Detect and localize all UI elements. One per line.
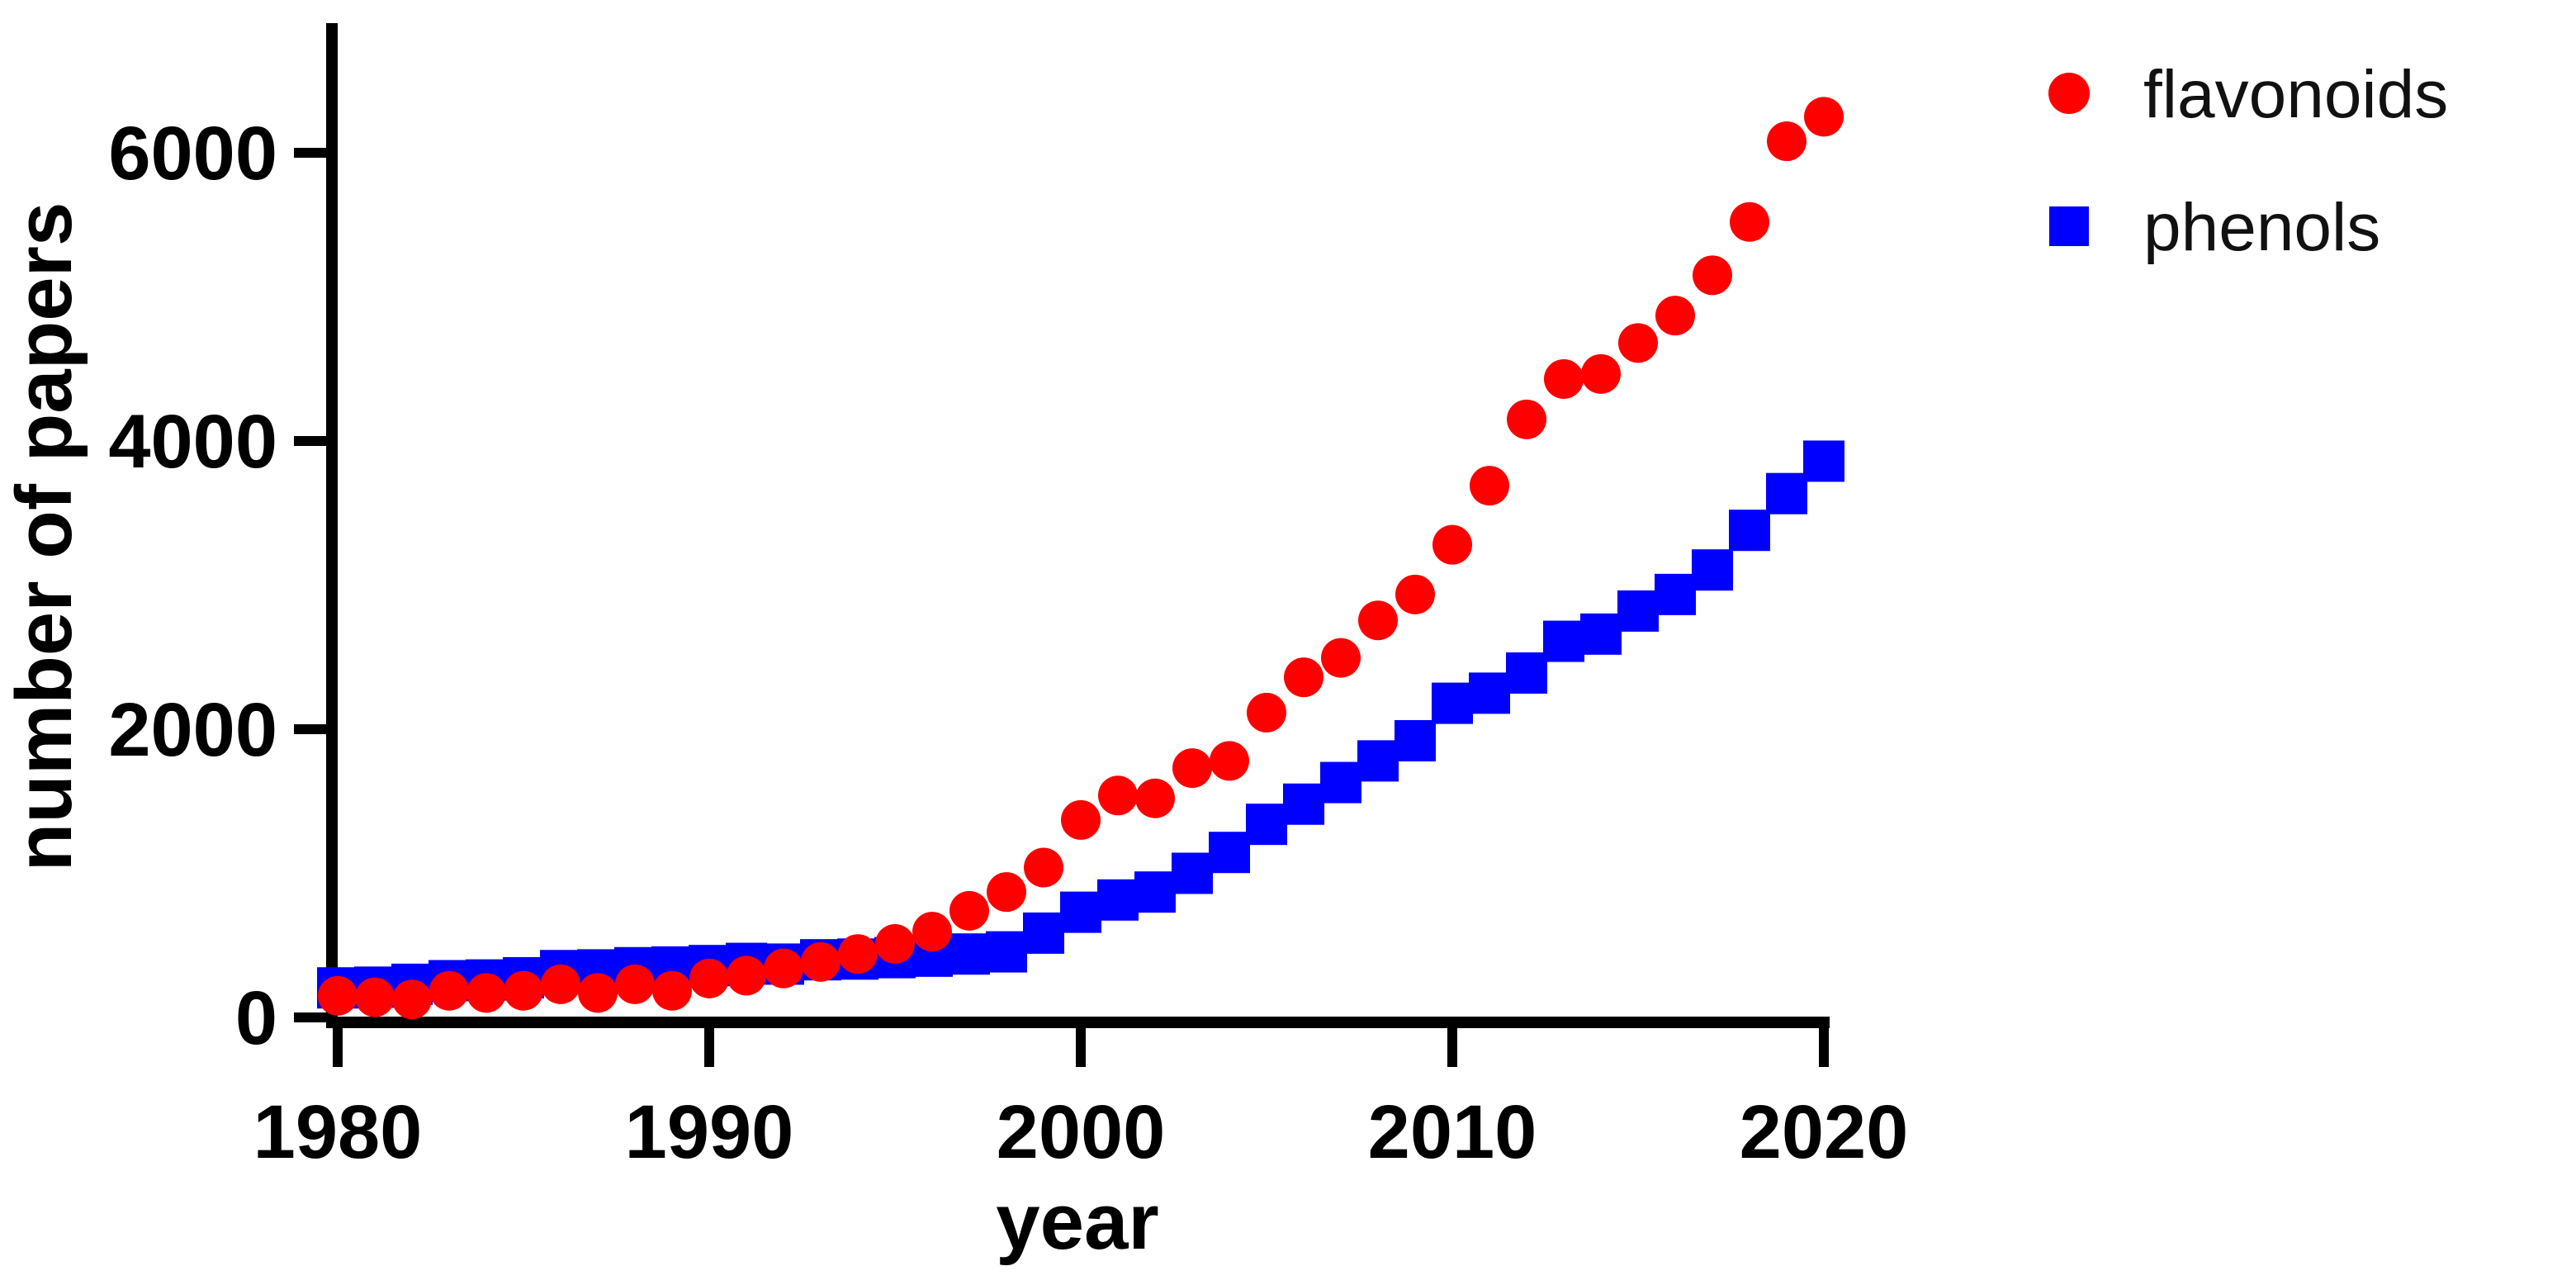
point-phenols-2012 — [1506, 652, 1547, 694]
point-flavonoids-1990 — [689, 958, 729, 998]
point-flavonoids-1997 — [949, 890, 989, 931]
point-flavonoids-2008 — [1358, 600, 1398, 641]
legend-flavonoids-circle-icon — [2048, 73, 2090, 114]
point-phenols-1998 — [986, 931, 1027, 973]
point-phenols-2020 — [1803, 440, 1844, 482]
point-flavonoids-2019 — [1767, 121, 1807, 162]
point-phenols-2002 — [1134, 871, 1176, 913]
point-phenols-2004 — [1209, 832, 1250, 874]
x-axis-ticks: 1980 1990 2000 2010 2020 — [253, 1028, 1909, 1174]
legend: flavonoids phenols — [2048, 57, 2448, 265]
point-phenols-2015 — [1617, 590, 1659, 632]
y-axis-ticks: 0 2000 4000 6000 — [108, 111, 332, 1060]
point-phenols-2017 — [1692, 549, 1733, 591]
point-flavonoids-1981 — [355, 977, 395, 1017]
point-phenols-2010 — [1432, 682, 1473, 724]
y-tick-label-2000: 2000 — [108, 688, 277, 772]
y-tick-label-0: 0 — [235, 976, 277, 1060]
point-flavonoids-1982 — [392, 979, 432, 1020]
point-flavonoids-1980 — [318, 975, 358, 1016]
point-flavonoids-1983 — [429, 970, 469, 1011]
point-phenols-2006 — [1283, 783, 1324, 825]
point-phenols-2016 — [1655, 573, 1696, 615]
point-flavonoids-2016 — [1655, 296, 1695, 336]
point-phenols-2008 — [1357, 740, 1399, 782]
series-flavonoids — [318, 97, 1844, 1020]
point-flavonoids-1985 — [504, 970, 543, 1011]
point-flavonoids-2005 — [1247, 692, 1286, 733]
point-flavonoids-2010 — [1432, 524, 1472, 565]
point-flavonoids-1988 — [615, 964, 655, 1004]
point-flavonoids-1995 — [875, 924, 915, 965]
point-flavonoids-1996 — [912, 912, 952, 952]
point-phenols-2007 — [1320, 761, 1361, 804]
legend-phenols-square-icon — [2049, 206, 2089, 246]
point-phenols-2018 — [1729, 510, 1770, 552]
point-flavonoids-2018 — [1730, 202, 1769, 242]
point-phenols-2001 — [1097, 879, 1139, 921]
point-flavonoids-2000 — [1061, 799, 1101, 840]
point-phenols-2003 — [1172, 852, 1213, 894]
y-axis-title: number of papers — [0, 202, 88, 872]
point-flavonoids-2002 — [1135, 778, 1175, 818]
point-phenols-2013 — [1543, 620, 1584, 662]
point-flavonoids-1999 — [1024, 847, 1063, 888]
point-flavonoids-1993 — [801, 941, 841, 982]
point-phenols-1999 — [1023, 912, 1064, 954]
point-flavonoids-2009 — [1395, 574, 1435, 614]
x-tick-label-2020: 2020 — [1740, 1090, 1909, 1174]
point-flavonoids-1994 — [838, 934, 878, 974]
legend-flavonoids-label: flavonoids — [2143, 57, 2448, 132]
point-phenols-2005 — [1246, 804, 1287, 846]
point-flavonoids-1991 — [727, 955, 766, 996]
point-flavonoids-2001 — [1098, 775, 1138, 816]
point-flavonoids-1998 — [987, 872, 1026, 913]
point-phenols-1997 — [949, 933, 990, 975]
point-flavonoids-2015 — [1618, 323, 1658, 363]
point-flavonoids-2003 — [1172, 748, 1212, 789]
point-flavonoids-2004 — [1210, 741, 1249, 781]
x-tick-label-1990: 1990 — [625, 1090, 794, 1174]
point-phenols-2000 — [1060, 891, 1101, 933]
point-flavonoids-2017 — [1693, 255, 1732, 296]
point-phenols-2014 — [1580, 613, 1622, 655]
point-flavonoids-1992 — [764, 948, 803, 989]
point-phenols-2009 — [1395, 719, 1436, 761]
y-tick-label-4000: 4000 — [108, 400, 277, 484]
point-flavonoids-2020 — [1804, 97, 1844, 137]
point-flavonoids-1987 — [578, 973, 618, 1013]
point-flavonoids-2007 — [1321, 638, 1361, 678]
point-flavonoids-2014 — [1581, 353, 1621, 394]
point-flavonoids-1986 — [541, 964, 580, 1004]
series-phenols — [317, 440, 1844, 1009]
legend-phenols-label: phenols — [2143, 190, 2380, 265]
point-flavonoids-1989 — [652, 970, 692, 1011]
y-tick-label-6000: 6000 — [108, 111, 277, 196]
point-flavonoids-2012 — [1507, 399, 1546, 439]
point-flavonoids-2006 — [1284, 657, 1324, 698]
point-phenols-2019 — [1766, 472, 1807, 514]
x-tick-label-2010: 2010 — [1368, 1090, 1537, 1174]
x-axis-title: year — [996, 1178, 1159, 1266]
point-phenols-2011 — [1469, 672, 1510, 714]
x-tick-label-2000: 2000 — [997, 1090, 1166, 1174]
point-flavonoids-2011 — [1470, 466, 1509, 506]
point-flavonoids-1984 — [466, 973, 506, 1013]
point-flavonoids-2013 — [1544, 358, 1584, 399]
x-tick-label-1980: 1980 — [253, 1090, 423, 1174]
